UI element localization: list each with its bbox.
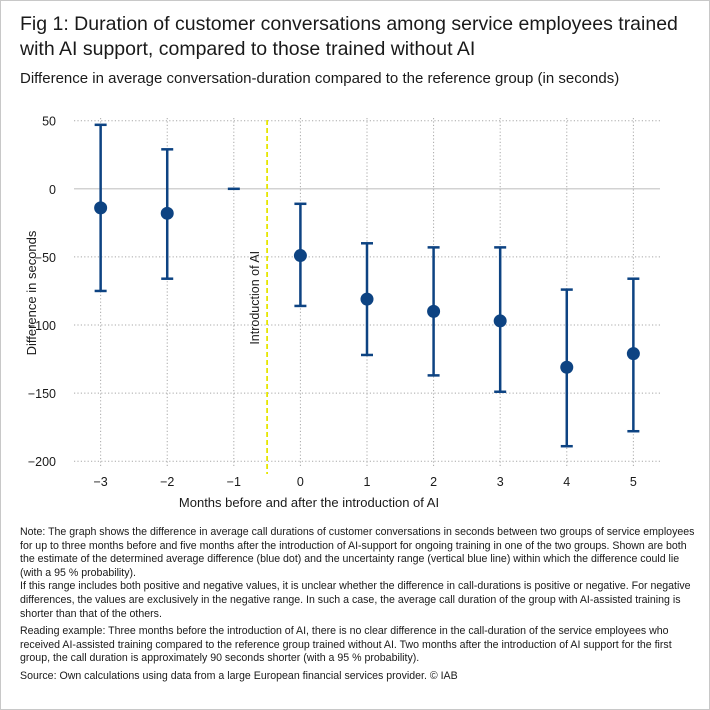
- x-tick-label: 2: [430, 475, 437, 489]
- estimate-point: [360, 292, 374, 306]
- x-tick-label: 5: [630, 475, 637, 489]
- figure-title: Fig 1: Duration of customer conversation…: [20, 13, 678, 60]
- estimate-point: [626, 347, 640, 361]
- estimate-point: [160, 206, 174, 220]
- estimate-point: [493, 314, 507, 328]
- notes-block: Note: The graph shows the difference in …: [20, 526, 702, 688]
- note-text-continued: If this range includes both positive and…: [20, 580, 691, 620]
- x-tick-label: −2: [160, 475, 174, 489]
- x-tick-label: 3: [497, 475, 504, 489]
- x-axis-title: Months before and after the introduction…: [179, 495, 439, 510]
- y-tick-label: −50: [35, 251, 56, 265]
- x-tick-label: 0: [297, 475, 304, 489]
- x-tick-label: −1: [227, 475, 241, 489]
- estimate-point: [427, 304, 441, 318]
- ai-introduction-label: Introduction of AI: [248, 251, 262, 345]
- figure-subtitle: Difference in average conversation-durat…: [20, 70, 620, 87]
- estimate-point: [94, 201, 108, 215]
- chart-canvas: 50 0 −50 −100 −150 −200 −3 −2 −1 0 1 2 3 4 5 Months bef…: [24, 115, 660, 510]
- y-tick-label: −100: [28, 319, 56, 333]
- source-text: Source: Own calculations using data from…: [20, 669, 458, 682]
- y-axis-title: Difference in seconds: [24, 230, 39, 355]
- y-tick-label: −200: [28, 455, 56, 469]
- reading-example: Reading example: Three months before the…: [20, 625, 672, 665]
- y-tick-label: 0: [49, 183, 56, 197]
- y-tick-label: −150: [28, 387, 56, 401]
- estimate-point: [560, 360, 574, 374]
- x-tick-label: −3: [94, 475, 108, 489]
- x-tick-label: 1: [364, 475, 371, 489]
- y-tick-label: 50: [42, 115, 56, 129]
- x-tick-label: 4: [563, 475, 570, 489]
- note-text: Note: The graph shows the difference in …: [20, 526, 695, 579]
- estimate-point: [293, 249, 307, 263]
